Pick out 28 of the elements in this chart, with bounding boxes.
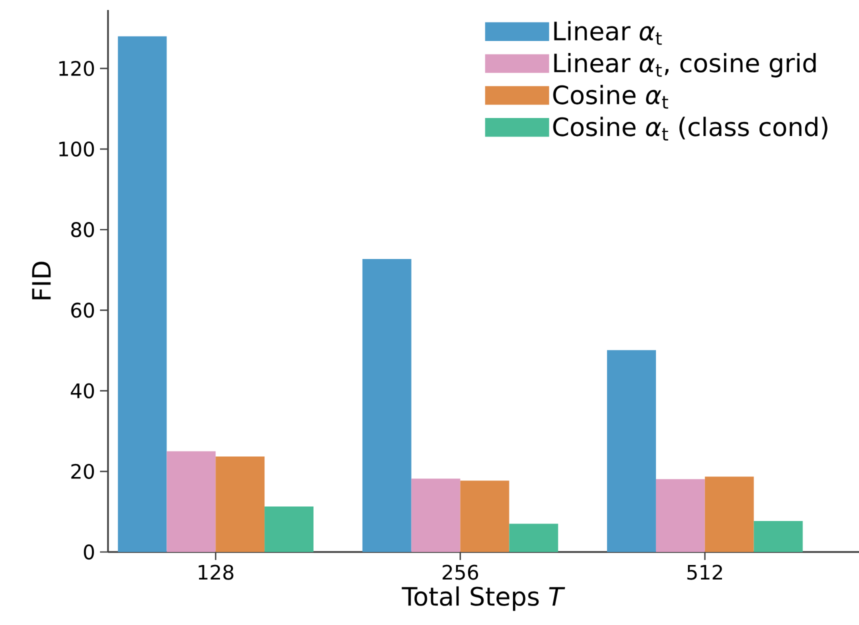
bar xyxy=(460,480,510,552)
bar xyxy=(656,479,705,552)
y-tick-label: 100 xyxy=(59,141,94,157)
legend-label: Cosine α$_{t}$ (class cond) xyxy=(553,116,828,141)
y-tick-label: 20 xyxy=(71,464,94,479)
legend-label: Cosine α$_{t}$ xyxy=(553,84,668,109)
x-tick-label: 512 xyxy=(687,564,722,580)
y-tick-label: 60 xyxy=(71,302,94,318)
x-tick-label: 128 xyxy=(198,564,234,580)
bar xyxy=(411,478,460,552)
bar xyxy=(362,259,412,552)
y-tick-label: 120 xyxy=(59,60,94,76)
bar xyxy=(166,451,216,552)
legend-label: Linear α$_{t}$ xyxy=(554,21,662,45)
bar xyxy=(216,456,265,552)
bar xyxy=(704,476,754,552)
y-tick-label: 0 xyxy=(84,544,94,560)
y-tick-label: 40 xyxy=(70,383,94,398)
bar xyxy=(607,350,656,552)
x-tick-label: 256 xyxy=(442,564,478,580)
bar xyxy=(264,506,314,552)
x-axis-title: Total Steps T xyxy=(402,586,566,611)
bar xyxy=(509,524,558,552)
y-tick-label: 80 xyxy=(71,222,94,238)
bar xyxy=(754,520,803,552)
y-axis-title: FID xyxy=(32,262,51,300)
legend-label: Linear α$_{t}$, cosine grid xyxy=(554,52,816,78)
bar xyxy=(118,36,167,552)
